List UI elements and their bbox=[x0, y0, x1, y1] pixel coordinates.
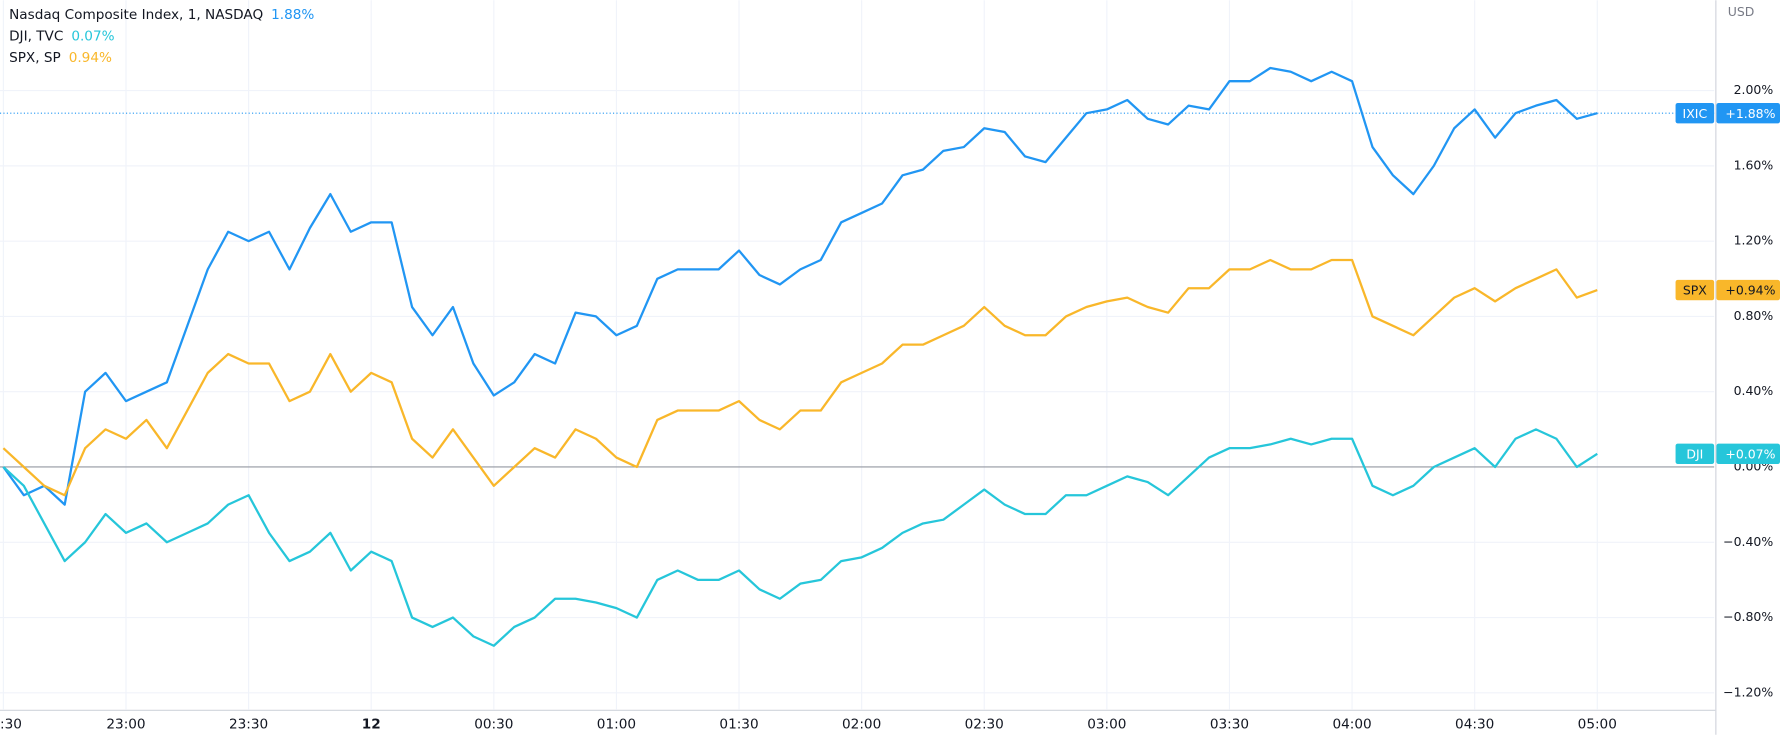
price-tag bbox=[1716, 279, 1780, 301]
series-tag bbox=[1675, 443, 1715, 465]
x-tick-label: 02:30 bbox=[965, 717, 1004, 733]
x-tick-label: 01:00 bbox=[597, 717, 636, 733]
x-tick-label: 00:30 bbox=[474, 717, 513, 733]
price-tag-label: +1.88% bbox=[1725, 106, 1775, 121]
x-tick-label: 02:00 bbox=[842, 717, 881, 733]
y-tick-label: 0.40% bbox=[1734, 383, 1774, 398]
x-tick-label: 12 bbox=[362, 717, 381, 733]
legend-name: SPX, SP bbox=[9, 50, 61, 66]
legend-name: DJI, TVC bbox=[9, 29, 63, 45]
series-tag-name: DJI bbox=[1686, 446, 1703, 461]
series-tag bbox=[1675, 279, 1715, 301]
axis-title: USD bbox=[1728, 4, 1755, 19]
y-tick-label: 1.60% bbox=[1734, 157, 1774, 172]
series-tag bbox=[1675, 102, 1715, 124]
price-tag-label: +0.94% bbox=[1725, 283, 1775, 298]
series-line bbox=[2, 258, 1598, 497]
price-tag bbox=[1716, 102, 1780, 124]
y-tick-label: −0.80% bbox=[1723, 609, 1773, 624]
x-tick-label: 03:30 bbox=[1210, 717, 1249, 733]
y-tick-label: 1.20% bbox=[1734, 233, 1774, 248]
price-tag-label: +0.07% bbox=[1725, 446, 1775, 461]
series-tag-name: SPX bbox=[1683, 283, 1707, 298]
y-tick-label: 0.80% bbox=[1734, 308, 1774, 323]
legend-value: 0.94% bbox=[69, 50, 112, 66]
x-tick-label: 23:30 bbox=[229, 717, 268, 733]
x-tick-label: 01:30 bbox=[719, 717, 758, 733]
legend-name: Nasdaq Composite Index, 1, NASDAQ bbox=[9, 7, 263, 23]
y-tick-label: 2.00% bbox=[1734, 82, 1774, 97]
x-tick-label: 23:00 bbox=[106, 717, 145, 733]
series-line bbox=[2, 66, 1598, 506]
legend-value: 0.07% bbox=[71, 29, 114, 45]
x-tick-label: 04:30 bbox=[1455, 717, 1494, 733]
x-tick-label: 05:00 bbox=[1578, 717, 1617, 733]
x-tick-label: 04:00 bbox=[1332, 717, 1371, 733]
legend-value: 1.88% bbox=[271, 7, 314, 23]
price-tag bbox=[1716, 443, 1780, 465]
y-tick-label: −1.20% bbox=[1723, 684, 1773, 699]
series-tag-name: IXIC bbox=[1683, 106, 1708, 121]
x-tick-label: 03:00 bbox=[1087, 717, 1126, 733]
y-tick-label: −0.40% bbox=[1723, 534, 1773, 549]
series-line bbox=[2, 428, 1598, 647]
x-tick-label: :30 bbox=[0, 717, 22, 733]
